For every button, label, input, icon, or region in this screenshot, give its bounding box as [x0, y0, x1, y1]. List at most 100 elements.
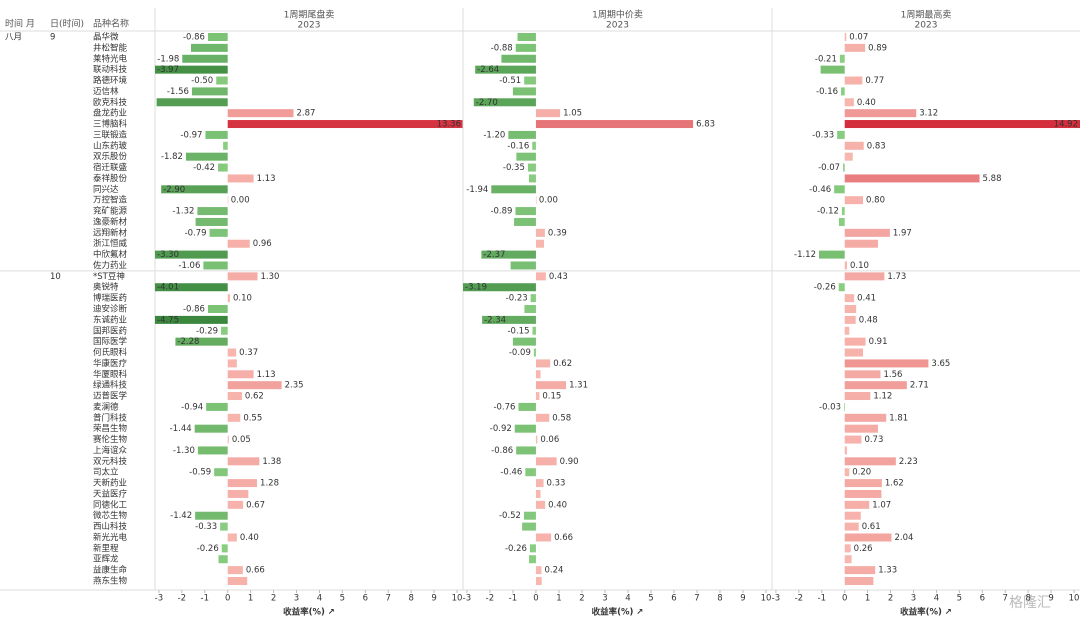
data-label: 14.92	[1054, 120, 1078, 130]
data-label: -3.97	[157, 65, 179, 75]
x-tick-label: -1	[201, 594, 209, 604]
x-tick-label: -1	[509, 594, 517, 604]
bar	[214, 468, 228, 477]
day-label: 9	[50, 33, 55, 43]
data-label: 1.62	[885, 479, 904, 489]
bar	[227, 413, 241, 422]
data-label: -1.32	[172, 207, 194, 217]
bar	[834, 185, 845, 194]
bar	[517, 33, 536, 41]
x-tick-label: -3	[155, 594, 163, 604]
bar	[516, 446, 536, 455]
bar	[838, 283, 845, 292]
category-label: *ST豆神	[93, 271, 125, 282]
category-label: 何氏眼科	[93, 347, 128, 358]
data-label: 0.06	[540, 435, 559, 445]
data-label: 2.87	[297, 109, 316, 119]
data-label: 0.24	[544, 566, 563, 576]
category-label: 国际医学	[93, 336, 128, 347]
bar	[227, 370, 254, 379]
bar	[844, 261, 847, 270]
x-tick-label: 4	[625, 594, 630, 604]
bar	[529, 544, 536, 553]
x-tick-label: 7	[386, 594, 391, 604]
bar	[535, 381, 567, 390]
bar	[482, 315, 536, 324]
bar	[203, 261, 228, 270]
bar	[221, 544, 228, 553]
data-label: 0.10	[233, 294, 252, 304]
data-label: 1.13	[257, 174, 276, 184]
x-tick-label: 2	[888, 594, 893, 604]
data-label: -2.28	[177, 337, 199, 347]
data-label: 1.73	[887, 272, 906, 282]
category-label: 浙江恒威	[93, 238, 128, 249]
data-label: 0.66	[246, 566, 265, 576]
data-label: 0.91	[869, 337, 888, 347]
data-label: 1.13	[257, 370, 276, 380]
bar	[227, 577, 248, 585]
data-label: -0.59	[189, 468, 211, 478]
data-label: -1.94	[466, 185, 488, 195]
data-label: -2.37	[483, 250, 505, 260]
bar	[532, 141, 536, 150]
data-label: -0.09	[509, 348, 531, 358]
bar	[844, 43, 866, 52]
data-label: -0.76	[493, 402, 515, 412]
bar	[205, 130, 228, 139]
data-label: 0.00	[539, 196, 558, 206]
data-label: 0.77	[865, 76, 884, 86]
bar	[844, 326, 850, 335]
bar	[227, 196, 229, 205]
bar	[839, 54, 845, 63]
data-label: 0.39	[548, 228, 567, 238]
data-label: 0.80	[866, 196, 885, 206]
data-label: 2.71	[910, 381, 929, 391]
bar	[820, 65, 845, 74]
x-tick-label: -1	[818, 594, 826, 604]
bar	[529, 174, 536, 183]
bar	[161, 185, 228, 194]
x-tick-label: 0	[842, 594, 847, 604]
bar	[155, 250, 228, 259]
bar	[535, 479, 544, 488]
x-tick-label: 3	[602, 594, 607, 604]
bar	[463, 283, 536, 292]
data-label: 0.67	[246, 500, 265, 510]
bar	[535, 239, 544, 248]
bar	[844, 196, 864, 205]
data-label: -1.06	[178, 261, 200, 271]
bar	[220, 522, 228, 531]
data-label: -3.30	[157, 250, 179, 260]
data-label: 5.88	[983, 174, 1002, 184]
bar	[227, 348, 237, 357]
month-label: 八月	[5, 33, 22, 43]
bar	[837, 130, 845, 139]
data-label: 0.90	[560, 457, 579, 467]
category-label: 三联锻造	[93, 129, 128, 140]
bar	[155, 315, 228, 324]
x-tick-label: 10	[452, 594, 463, 604]
x-tick-label: 3	[911, 594, 916, 604]
data-label: -4.75	[157, 315, 179, 325]
bar	[844, 239, 878, 248]
bar	[218, 163, 228, 172]
bar	[227, 457, 260, 466]
data-label: 1.07	[872, 500, 891, 510]
bar	[844, 33, 847, 41]
category-label: 上海谊众	[93, 445, 128, 456]
data-label: -2.70	[476, 98, 498, 108]
data-label: 6.83	[696, 120, 715, 130]
x-tick-label: -2	[178, 594, 186, 604]
bars	[463, 33, 694, 585]
bar	[844, 500, 870, 509]
data-label: 0.00	[231, 196, 250, 206]
bar	[227, 489, 249, 498]
bar	[501, 54, 536, 63]
x-tick-label: 4	[317, 594, 322, 604]
x-tick-label: 1	[556, 594, 561, 604]
category-label: 山东药玻	[93, 140, 128, 151]
data-label: -0.16	[507, 141, 529, 151]
panel-title: 1周期中价卖	[592, 9, 643, 21]
bar	[844, 424, 878, 433]
